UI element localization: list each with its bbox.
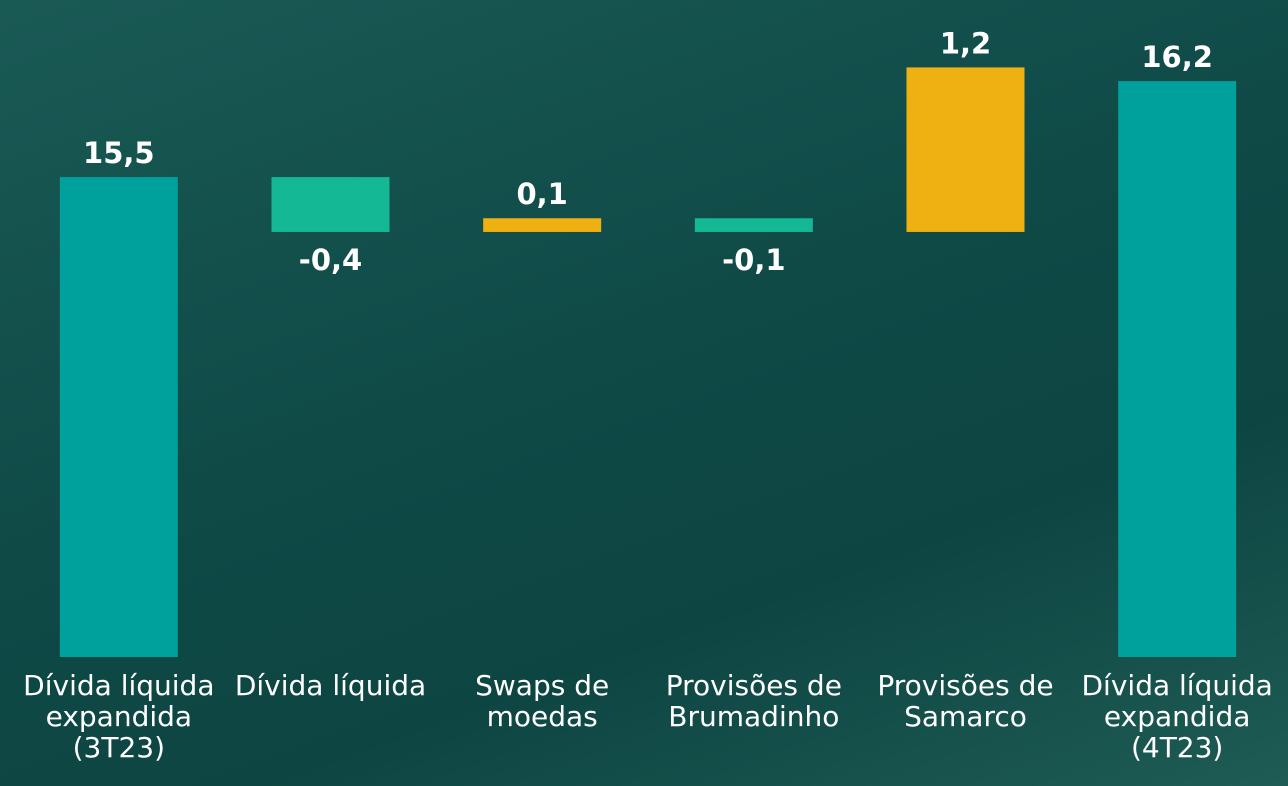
value-label: 15,5 [83, 136, 155, 170]
x-tick-label: Swaps de moedas [475, 669, 610, 733]
value-label: 1,2 [940, 26, 991, 60]
bar [694, 218, 813, 232]
bar [1118, 81, 1237, 658]
value-label: 0,1 [516, 177, 567, 211]
value-label: -0,4 [299, 243, 362, 277]
x-tick-label: Provisões de Brumadinho [665, 669, 842, 733]
bar [59, 177, 178, 657]
bar [271, 177, 390, 232]
x-tick-label: Dívida líquida expandida (3T23) [23, 669, 215, 764]
bar [483, 218, 602, 232]
bar [906, 67, 1025, 232]
x-tick-label: Dívida líquida [234, 669, 427, 702]
value-label: 16,2 [1141, 40, 1213, 74]
x-tick-label: Dívida líquida expandida (4T23) [1081, 669, 1273, 764]
x-tick-label: Provisões de Samarco [877, 669, 1054, 733]
value-label: -0,1 [722, 243, 785, 277]
